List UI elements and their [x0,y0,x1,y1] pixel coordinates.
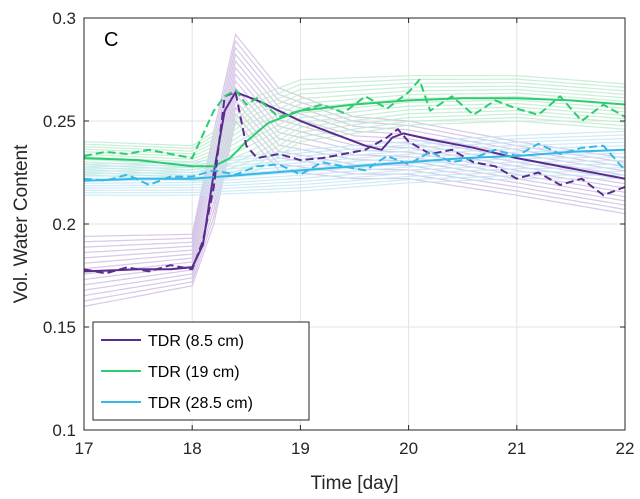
x-tick-label: 18 [183,439,202,458]
ensemble-run [83,46,626,248]
series-line-measured-5 [83,142,626,186]
ensemble-run [83,82,626,152]
legend-label: TDR (19 cm) [148,364,240,381]
ensemble-run [84,156,626,182]
series-lines [83,78,626,275]
x-tick-label: 17 [75,439,94,458]
ensemble-run [83,109,626,174]
legend-label: TDR (28.5 cm) [148,395,253,412]
ensemble-run [83,145,626,175]
ensemble-run [83,92,626,160]
y-tick-label: 0.2 [52,215,76,234]
ensemble-run [83,163,626,187]
ensemble-run [84,167,626,189]
ensemble-run [83,95,626,163]
x-tick-label: 22 [616,439,635,458]
x-tick-label: 19 [291,439,310,458]
ensemble-run [83,106,626,171]
legend-items: TDR (8.5 cm) TDR (19 cm) TDR (28.5 cm) [101,333,253,412]
panel-label: C [104,29,118,51]
x-axis-label: Time [day] [311,473,399,494]
series-line-measured-3 [83,91,626,275]
axis-ticks: 17 18 19 20 21 22 0.1 0.15 0.2 0.25 0.3 [43,9,635,458]
ensemble-run [83,119,626,307]
y-tick-label: 0.25 [43,112,76,131]
ensemble-run [83,78,626,150]
series-line-model-1 [83,97,626,168]
legend-label: TDR (8.5 cm) [148,333,244,350]
x-tick-label: 20 [399,439,418,458]
x-tick-label: 21 [507,439,526,458]
ensemble-run [83,75,626,147]
ensemble-run [83,116,626,179]
ensemble-run [84,174,626,194]
y-tick-label: 0.1 [52,421,76,440]
ensemble-run [83,102,626,168]
legend-box [92,321,310,421]
y-tick-label: 0.3 [52,9,76,28]
series-line-measured-4 [83,78,626,160]
y-axis-label: Vol. Water Content [11,144,32,303]
y-tick-label: 0.15 [43,318,76,337]
ensemble-run [84,170,625,191]
series-line-model-2 [83,148,626,182]
ensemble-run [84,178,625,196]
legend: TDR (8.5 cm) TDR (19 cm) TDR (28.5 cm) [92,321,310,421]
ensemble-run [83,53,626,254]
ensemble-run [83,85,626,155]
ensemble-run [84,148,626,177]
ensemble-run [83,106,626,297]
ensemble-run [83,113,626,177]
ensemble-run [83,130,626,165]
ensemble-run [83,93,626,286]
